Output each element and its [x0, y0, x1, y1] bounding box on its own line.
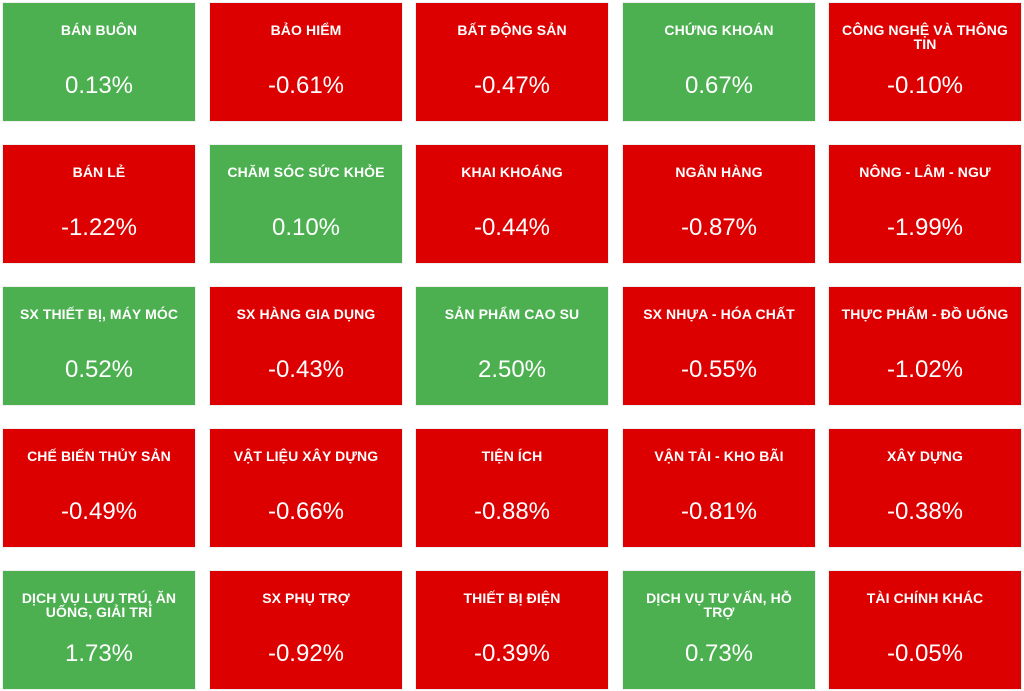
sector-change-percent: -0.92% — [267, 640, 345, 667]
sector-name: BẤT ĐỘNG SẢN — [457, 22, 567, 38]
sector-change-percent: -0.05% — [886, 640, 964, 667]
sector-name: BẢO HIỂM — [270, 22, 342, 38]
sector-change-percent: 1.73% — [64, 640, 134, 667]
sector-tile[interactable]: SẢN PHẨM CAO SU 2.50% — [416, 287, 608, 405]
sector-tile[interactable]: VẬT LIỆU XÂY DỰNG -0.66% — [210, 429, 402, 547]
sector-change-percent: -0.39% — [473, 640, 551, 667]
sector-change-percent: -0.43% — [267, 356, 345, 383]
sector-tile[interactable]: BẢO HIỂM -0.61% — [210, 3, 402, 121]
sector-change-percent: -0.87% — [680, 214, 758, 241]
sector-change-percent: -0.61% — [267, 72, 345, 99]
sector-name: CHẾ BIẾN THỦY SẢN — [27, 448, 171, 464]
sector-tile[interactable]: CHĂM SÓC SỨC KHỎE 0.10% — [210, 145, 402, 263]
sector-tile[interactable]: SX THIẾT BỊ, MÁY MÓC 0.52% — [3, 287, 195, 405]
sector-tile[interactable]: CHỨNG KHOÁN 0.67% — [623, 3, 815, 121]
sector-change-percent: -1.22% — [60, 214, 138, 241]
sector-name: THIẾT BỊ ĐIỆN — [463, 590, 561, 606]
sector-tile[interactable]: BÁN LẺ -1.22% — [3, 145, 195, 263]
sector-name: BÁN BUÔN — [60, 22, 138, 38]
sector-name: SX THIẾT BỊ, MÁY MÓC — [19, 306, 179, 322]
sector-name: VẬN TẢI - KHO BÃI — [654, 448, 784, 464]
sector-tile[interactable]: VẬN TẢI - KHO BÃI -0.81% — [623, 429, 815, 547]
sector-change-percent: -0.47% — [473, 72, 551, 99]
sector-name: CHỨNG KHOÁN — [664, 22, 774, 38]
sector-tile[interactable]: CHẾ BIẾN THỦY SẢN -0.49% — [3, 429, 195, 547]
sector-tile[interactable]: BẤT ĐỘNG SẢN -0.47% — [416, 3, 608, 121]
sector-name: DỊCH VỤ LƯU TRÚ, ĂN UỐNG, GIẢI TRÍ — [21, 590, 177, 620]
sector-name: XÂY DỰNG — [887, 448, 963, 464]
sector-name: CHĂM SÓC SỨC KHỎE — [227, 164, 385, 180]
sector-name: BÁN LẺ — [72, 164, 126, 180]
sector-name: SX PHỤ TRỢ — [262, 590, 350, 606]
sector-tile[interactable]: SX PHỤ TRỢ -0.92% — [210, 571, 402, 689]
sector-change-percent: 2.50% — [477, 356, 547, 383]
sector-name: SX HÀNG GIA DỤNG — [236, 306, 376, 322]
sector-change-percent: 0.13% — [64, 72, 134, 99]
sector-name: NGÂN HÀNG — [675, 164, 763, 180]
sector-name: NÔNG - LÂM - NGƯ — [859, 164, 991, 180]
sector-change-percent: -0.44% — [473, 214, 551, 241]
sector-change-percent: -1.02% — [886, 356, 964, 383]
sector-name: SẢN PHẨM CAO SU — [444, 306, 580, 322]
sector-name: DỊCH VỤ TƯ VẤN, HỖ TRỢ — [646, 590, 792, 620]
sector-name: THỰC PHẨM - ĐỒ UỐNG — [841, 306, 1009, 322]
sector-change-percent: -0.81% — [680, 498, 758, 525]
sector-change-percent: 0.52% — [64, 356, 134, 383]
sector-tile[interactable]: KHAI KHOÁNG -0.44% — [416, 145, 608, 263]
sector-heatmap-grid: BÁN BUÔN 0.13% BẢO HIỂM -0.61% BẤT ĐỘNG SẢN -… — [3, 3, 1024, 691]
sector-name: TIỆN ÍCH — [481, 448, 543, 464]
sector-tile[interactable]: CÔNG NGHỆ VÀ THÔNG TIN -0.10% — [829, 3, 1021, 121]
sector-tile[interactable]: TÀI CHÍNH KHÁC -0.05% — [829, 571, 1021, 689]
sector-name: TÀI CHÍNH KHÁC — [866, 590, 984, 606]
sector-tile[interactable]: NÔNG - LÂM - NGƯ -1.99% — [829, 145, 1021, 263]
sector-tile[interactable]: THỰC PHẨM - ĐỒ UỐNG -1.02% — [829, 287, 1021, 405]
sector-change-percent: -0.55% — [680, 356, 758, 383]
sector-tile[interactable]: THIẾT BỊ ĐIỆN -0.39% — [416, 571, 608, 689]
sector-tile[interactable]: NGÂN HÀNG -0.87% — [623, 145, 815, 263]
sector-tile[interactable]: TIỆN ÍCH -0.88% — [416, 429, 608, 547]
sector-tile[interactable]: SX NHỰA - HÓA CHẤT -0.55% — [623, 287, 815, 405]
sector-tile[interactable]: DỊCH VỤ LƯU TRÚ, ĂN UỐNG, GIẢI TRÍ 1.73% — [3, 571, 195, 689]
sector-change-percent: -0.10% — [886, 72, 964, 99]
sector-change-percent: -0.66% — [267, 498, 345, 525]
sector-name: VẬT LIỆU XÂY DỰNG — [233, 448, 379, 464]
sector-change-percent: -1.99% — [886, 214, 964, 241]
sector-change-percent: 0.73% — [684, 640, 754, 667]
sector-change-percent: -0.88% — [473, 498, 551, 525]
sector-tile[interactable]: SX HÀNG GIA DỤNG -0.43% — [210, 287, 402, 405]
sector-change-percent: 0.10% — [271, 214, 341, 241]
sector-tile[interactable]: BÁN BUÔN 0.13% — [3, 3, 195, 121]
sector-change-percent: -0.49% — [60, 498, 138, 525]
sector-change-percent: 0.67% — [684, 72, 754, 99]
sector-tile[interactable]: DỊCH VỤ TƯ VẤN, HỖ TRỢ 0.73% — [623, 571, 815, 689]
sector-name: SX NHỰA - HÓA CHẤT — [643, 306, 795, 322]
sector-name: CÔNG NGHỆ VÀ THÔNG TIN — [842, 22, 1008, 52]
sector-tile[interactable]: XÂY DỰNG -0.38% — [829, 429, 1021, 547]
sector-change-percent: -0.38% — [886, 498, 964, 525]
sector-name: KHAI KHOÁNG — [461, 164, 563, 180]
